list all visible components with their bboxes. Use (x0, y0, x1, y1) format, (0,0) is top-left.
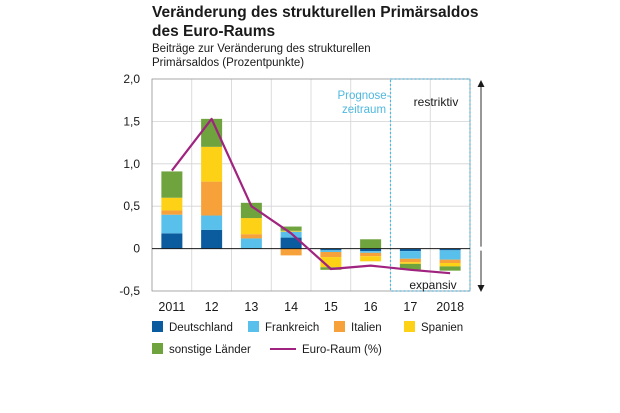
x-tick-label: 12 (205, 300, 219, 314)
bar-segment (280, 248, 302, 256)
legend-label: Frankreich (265, 322, 320, 334)
bar-segment (240, 238, 262, 249)
bar-segment (201, 229, 223, 249)
legend-item: Euro-Raum (%) (270, 343, 382, 357)
bar-segment (399, 258, 421, 263)
bar-segment (439, 259, 461, 264)
bar-segment (439, 250, 461, 260)
bar-segment (240, 218, 262, 235)
bar-segment (439, 248, 461, 251)
bar-segment (360, 251, 382, 253)
bar-segment (320, 257, 342, 268)
y-tick-label: 0,5 (123, 199, 140, 213)
x-tick-label: 2018 (436, 300, 464, 314)
legend-line-swatch (270, 348, 296, 350)
legend-swatch (152, 321, 163, 332)
legend-label: Euro-Raum (%) (302, 344, 382, 356)
legend-label: Spanien (421, 322, 464, 334)
y-tick-label: 1,5 (123, 114, 140, 128)
chart-subtitle-line-1: Beiträge zur Veränderung des strukturell… (152, 43, 371, 55)
bar-segment (161, 197, 183, 211)
legend-item: sonstige Länder (152, 343, 251, 357)
bar-segment (240, 234, 262, 239)
y-tick-label: 1,0 (123, 157, 140, 171)
x-tick-label: 2011 (158, 300, 185, 314)
x-tick-label: 15 (324, 300, 338, 314)
restrictive-arrow-head (477, 80, 485, 87)
legend-item: Spanien (404, 321, 463, 335)
expansive-label: expansiv (409, 278, 456, 292)
bar-segment (280, 230, 302, 232)
bar-segment (399, 262, 421, 264)
chart-subtitle-line-2: Primärsaldos (Prozentpunkte) (152, 57, 305, 69)
expansive-arrow-head (477, 285, 485, 292)
legend-item: Italien (334, 321, 382, 335)
forecast-region (389, 78, 471, 292)
bar-segment (399, 248, 421, 252)
legend-label: Deutschland (169, 322, 233, 334)
legend-swatch (334, 321, 345, 332)
bar-segment (240, 202, 262, 219)
bar-segment (320, 250, 342, 252)
bar-segment (161, 171, 183, 198)
legend-item: Frankreich (248, 321, 319, 335)
bar-segment (320, 251, 342, 258)
bar-segment (439, 266, 461, 271)
y-tick-label: -0,5 (119, 284, 140, 298)
bar-segment (201, 146, 223, 182)
bar-segment (360, 248, 382, 252)
chart-title: Veränderung des strukturellen Primärsald… (152, 3, 478, 41)
euro-area-line (171, 117, 451, 275)
bar-segment (360, 239, 382, 249)
forecast-label-line-2: zeitraum (342, 104, 386, 116)
chart-title-line-1: Veränderung des strukturellen Primärsald… (152, 4, 479, 21)
legend-label: Italien (351, 322, 382, 334)
x-tick-label: 14 (284, 300, 298, 314)
chart-title-line-2: des Euro-Raums (152, 23, 276, 40)
legend-swatch (152, 343, 163, 354)
restrictive-label: restriktiv (414, 95, 459, 109)
y-tick-label: 2,0 (123, 72, 140, 86)
bar-segment (161, 233, 183, 249)
chart-subtitle: Beiträge zur Veränderung des strukturell… (152, 42, 371, 70)
bar-segment (280, 226, 302, 231)
x-tick-label: 13 (244, 300, 258, 314)
bar-segment (360, 252, 382, 257)
bar-segment (399, 263, 421, 270)
bar-segment (399, 251, 421, 259)
y-tick-label: 0 (133, 242, 140, 256)
x-tick-label: 16 (364, 300, 378, 314)
legend-item: Deutschland (152, 321, 233, 335)
bar-segment (161, 210, 183, 215)
bar-segment (201, 181, 223, 216)
legend-label: sonstige Länder (169, 344, 251, 356)
bar-segment (280, 237, 302, 249)
forecast-label-line-1: Prognose- (337, 90, 390, 102)
bar-segment (161, 214, 183, 234)
legend-swatch (404, 321, 415, 332)
bar-segment (320, 248, 342, 251)
x-tick-label: 17 (403, 300, 417, 314)
bar-segment (360, 256, 382, 262)
bar-segment (201, 215, 223, 230)
bar-segment (439, 263, 461, 267)
legend-swatch (248, 321, 259, 332)
